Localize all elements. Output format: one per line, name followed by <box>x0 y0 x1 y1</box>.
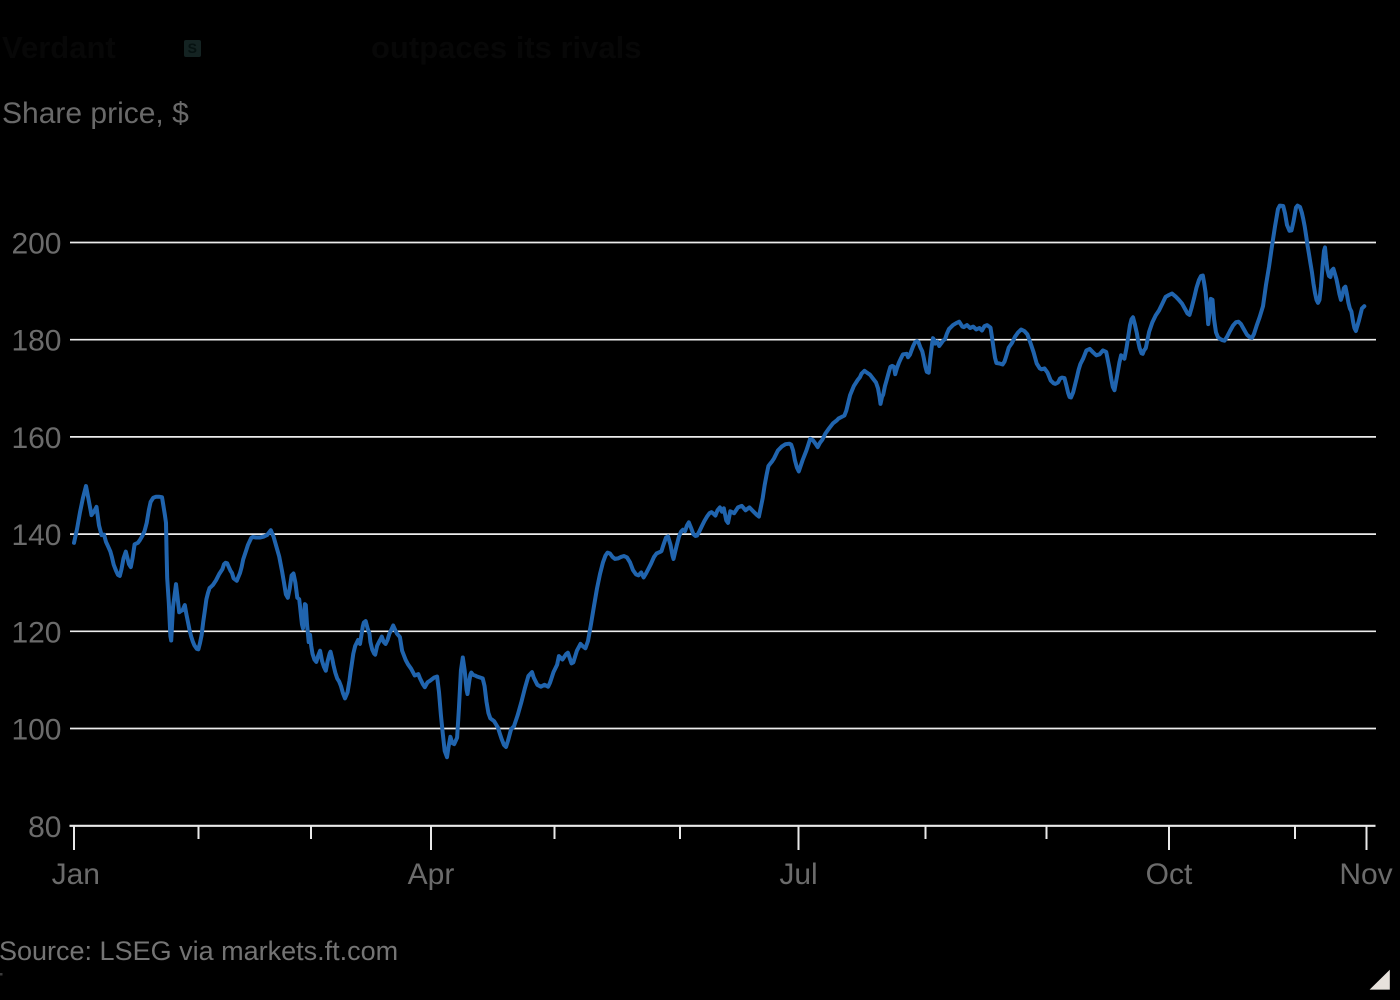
svg-text:Jul: Jul <box>779 858 817 891</box>
svg-text:100: 100 <box>11 714 61 747</box>
svg-text:80: 80 <box>28 811 61 844</box>
svg-text:200: 200 <box>11 228 61 261</box>
svg-text:Oct: Oct <box>1146 858 1193 891</box>
svg-text:160: 160 <box>11 422 61 455</box>
svg-text:Nov: Nov <box>1339 858 1392 891</box>
svg-text:Jan: Jan <box>52 858 100 891</box>
svg-text:140: 140 <box>11 519 61 552</box>
svg-text:Apr: Apr <box>408 858 455 891</box>
svg-text:120: 120 <box>11 616 61 649</box>
svg-text:180: 180 <box>11 325 61 358</box>
